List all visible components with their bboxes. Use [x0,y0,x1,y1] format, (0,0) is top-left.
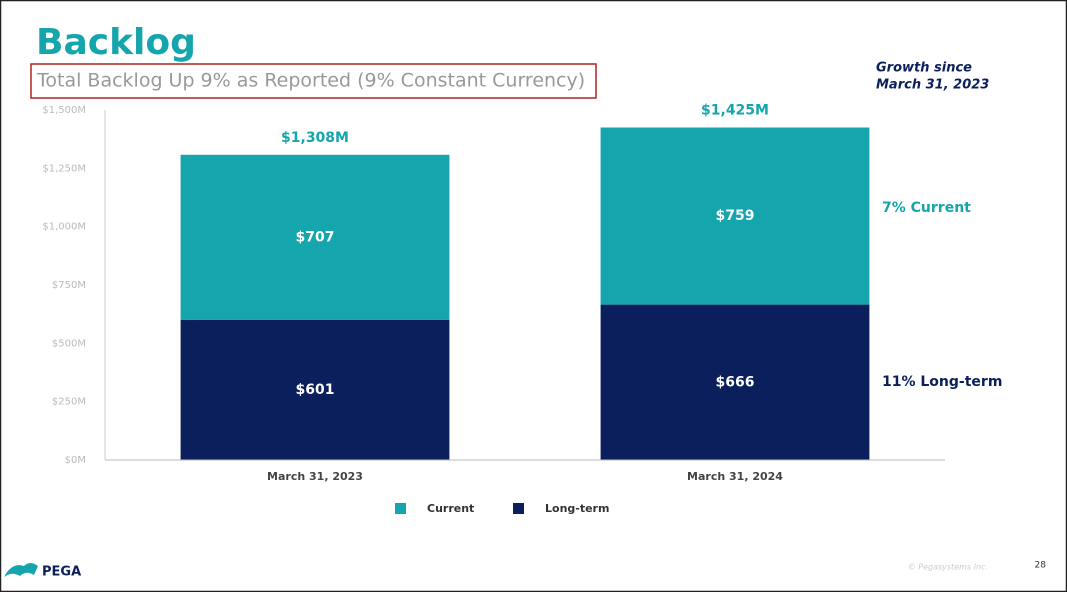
y-tick-label: $1,000M [42,222,86,233]
y-tick-label: $0M [65,455,86,466]
growth-heading: Growth since [876,61,972,76]
y-tick-label: $750M [52,280,86,291]
longterm-growth: 11% Long-term [882,374,1002,390]
copyright: © Pegasystems Inc. [908,563,988,572]
y-tick-label: $1,250M [42,163,86,174]
growth-heading: March 31, 2023 [876,78,989,93]
y-tick-label: $1,500M [42,105,86,116]
subtitle-box [30,63,597,99]
total-label: $1,425M [701,103,769,119]
bar-segment [600,127,870,305]
bar-segment [180,154,450,320]
current-growth: 7% Current [882,200,971,216]
y-tick-label: $250M [52,397,86,408]
logo-mark [4,563,38,577]
legend-swatch [513,503,524,514]
bar-segment [180,319,450,460]
pega-logo: PEGA [4,563,81,580]
legend-label: Long-term [545,502,609,515]
y-tick-label: $500M [52,338,86,349]
subtitle: Total Backlog Up 9% as Reported (9% Cons… [36,70,585,92]
bar-value-label: $601 [296,382,335,398]
total-label: $1,308M [281,130,349,146]
logo-text: PEGA [42,565,81,580]
legend-label: Current [427,502,474,515]
page-number: 28 [1035,561,1047,571]
x-tick-label: March 31, 2024 [687,470,783,483]
slide-title: Backlog [36,22,196,63]
bar-segment [600,304,870,460]
bar-value-label: $707 [296,229,335,245]
bar-value-label: $759 [716,208,755,224]
bar-value-label: $666 [716,374,755,390]
legend-swatch [395,503,406,514]
x-tick-label: March 31, 2023 [267,470,363,483]
